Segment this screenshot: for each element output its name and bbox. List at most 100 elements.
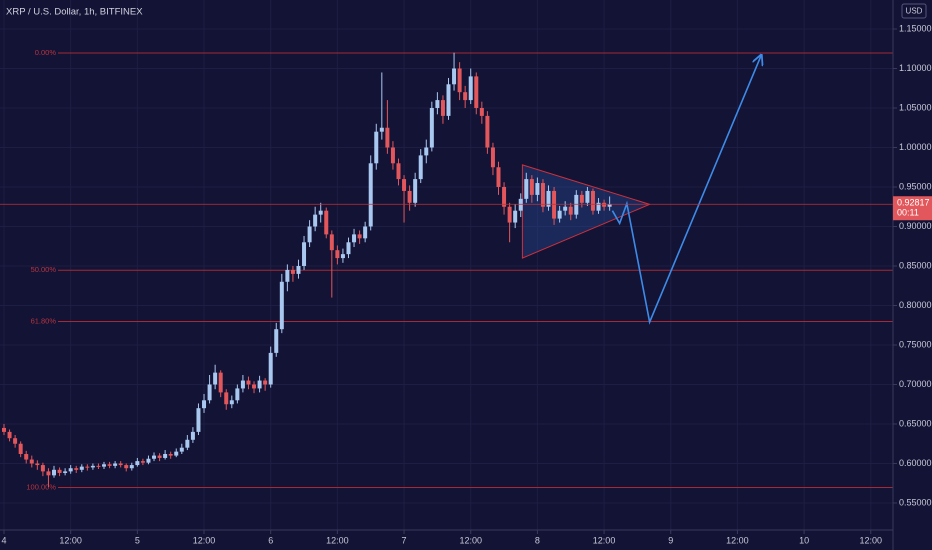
candle-body — [235, 388, 240, 401]
candle-body — [240, 380, 245, 389]
candle-body — [290, 269, 295, 274]
candle-body — [313, 214, 318, 227]
y-tick-label: 0.65000 — [899, 418, 932, 428]
x-tick-label: 4 — [1, 535, 6, 545]
last-price-box — [893, 196, 932, 221]
candle-body — [468, 76, 473, 101]
candle-body — [52, 469, 57, 476]
last-price-label: 0.92817 — [897, 198, 930, 208]
candle-body — [57, 469, 62, 473]
candle-body — [429, 107, 434, 148]
candle-body — [440, 100, 445, 116]
y-tick-label: 0.70000 — [899, 379, 932, 389]
candle-body — [35, 463, 40, 466]
x-tick-label: 5 — [135, 535, 140, 545]
candle-body — [107, 464, 112, 466]
candle-body — [190, 431, 195, 440]
candle-body — [218, 372, 223, 393]
candle-body — [602, 202, 607, 207]
candle-body — [418, 155, 423, 180]
candle-body — [357, 234, 362, 239]
candle-body — [24, 454, 29, 460]
candle-body — [446, 84, 451, 116]
candle-body — [329, 234, 334, 251]
candle-body — [140, 461, 145, 463]
candle-body — [335, 250, 340, 259]
y-tick-label: 1.00000 — [899, 142, 932, 152]
candle-body — [552, 190, 557, 219]
candle-body — [90, 465, 95, 468]
candle-body — [224, 392, 229, 405]
candle-body — [385, 127, 390, 148]
candle-body — [163, 454, 168, 458]
candle-body — [379, 127, 384, 132]
y-tick-label: 0.55000 — [899, 497, 932, 507]
x-tick-label: 12:00 — [326, 535, 349, 545]
candle-body — [307, 226, 312, 243]
candle-body — [463, 92, 468, 101]
fib-label: 50.00% — [31, 265, 57, 274]
y-tick-label: 0.60000 — [899, 458, 932, 468]
candle-body — [490, 147, 495, 168]
y-tick-label: 1.15000 — [899, 23, 932, 33]
candle-body — [29, 459, 34, 464]
candle-body — [524, 179, 529, 199]
x-tick-label: 8 — [535, 535, 540, 545]
currency-box[interactable] — [901, 3, 927, 19]
candle-body — [535, 183, 540, 195]
candle-body — [63, 471, 68, 473]
chart-title: XRP / U.S. Dollar, 1h, BITFINEX — [6, 7, 143, 18]
candle-body — [40, 465, 45, 472]
candle-body — [129, 465, 134, 469]
candle-body — [579, 194, 584, 203]
candle-body — [390, 147, 395, 164]
candle-body — [68, 468, 73, 472]
candle-body — [457, 68, 462, 93]
candle-body — [585, 190, 590, 203]
candle-body — [413, 179, 418, 203]
candle-body — [202, 400, 207, 409]
candle-body — [229, 400, 234, 405]
candle-body — [152, 455, 157, 459]
x-tick-label: 12:00 — [459, 535, 482, 545]
candle-body — [479, 107, 484, 116]
candle-body — [352, 234, 357, 243]
candle-body — [268, 352, 273, 385]
x-tick-label: 12:00 — [59, 535, 82, 545]
candle-body — [74, 468, 79, 470]
candle-body — [568, 206, 573, 215]
candle-body — [540, 183, 545, 207]
y-tick-label: 0.85000 — [899, 260, 932, 270]
candle-body — [296, 265, 301, 274]
candle-body — [507, 206, 512, 223]
candle-body — [424, 147, 429, 156]
candle-body — [474, 76, 479, 108]
y-tick-label: 1.05000 — [899, 102, 932, 112]
x-tick-label: 12:00 — [726, 535, 749, 545]
candle-body — [168, 454, 173, 456]
candle-body — [113, 463, 118, 466]
candle-body — [396, 163, 401, 180]
candle-body — [374, 131, 379, 164]
candle-body — [563, 206, 568, 211]
candle-body — [7, 431, 12, 439]
y-tick-label: 0.95000 — [899, 181, 932, 191]
candle-body — [146, 458, 151, 463]
candle-body — [274, 329, 279, 353]
candle-body — [46, 471, 51, 476]
candle-body — [118, 463, 123, 466]
candle-body — [590, 190, 595, 211]
candle-body — [179, 447, 184, 452]
candle-body — [574, 194, 579, 215]
candle-body — [174, 451, 179, 456]
currency: USD — [906, 7, 923, 16]
candle-body — [2, 427, 7, 432]
candle-body — [340, 254, 345, 259]
candle-body — [185, 439, 190, 448]
candle-body — [85, 466, 90, 468]
candle-body — [196, 408, 201, 432]
candle-body — [518, 198, 523, 211]
